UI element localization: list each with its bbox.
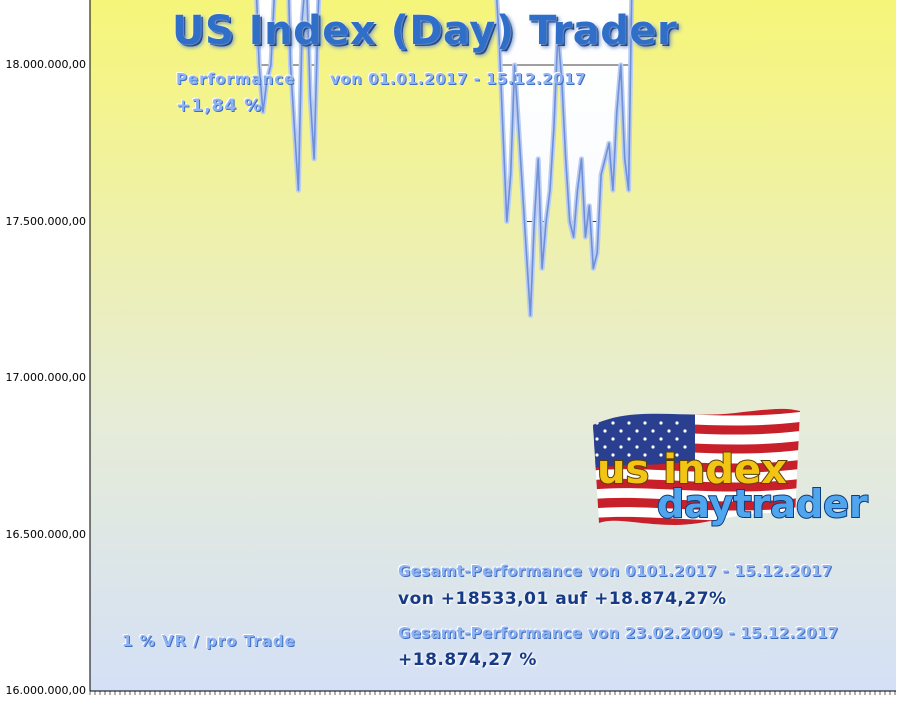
performance-label: Performance — [176, 70, 296, 88]
flag-star — [635, 429, 639, 433]
flag-stripe — [593, 477, 800, 492]
us-index-daytrader-logo: us index daytrader — [593, 408, 869, 527]
logo-text-line2: daytrader — [657, 482, 868, 526]
y-tick-label: 17.000.000,00 — [5, 371, 86, 384]
flag-star — [675, 437, 679, 441]
flag-star — [659, 421, 663, 425]
x-axis-ticks — [89, 691, 896, 695]
performance-period: von 01.01.2017 - 15.12.2017 — [330, 70, 586, 88]
vr-label: 1 % VR / pro Trade — [122, 632, 296, 650]
flag-star — [603, 445, 607, 449]
flag-star — [675, 421, 679, 425]
flag-star — [643, 453, 647, 457]
flag-star — [595, 453, 599, 457]
y-tick-label: 18.000.000,00 — [5, 58, 86, 71]
flag-stripe — [593, 515, 800, 526]
flag-star — [659, 437, 663, 441]
flag-star — [643, 421, 647, 425]
flag-star — [675, 453, 679, 457]
flag-star — [643, 437, 647, 441]
us-flag-icon — [593, 408, 800, 526]
flag-star — [635, 445, 639, 449]
flag-star — [611, 437, 615, 441]
gesamt-performance-2009-value: +18.874,27 % — [398, 650, 537, 670]
flag-stripe — [593, 408, 800, 416]
flag-star — [611, 453, 615, 457]
y-tick-label: 16.000.000,00 — [5, 684, 86, 697]
flag-star — [627, 421, 631, 425]
y-tick-label: 16.500.000,00 — [5, 527, 86, 541]
flag-star — [667, 429, 671, 433]
flag-star — [667, 445, 671, 449]
performance-value: +1,84 % — [176, 96, 263, 116]
flag-star — [603, 429, 607, 433]
gesamt-performance-2017-value: von +18533,01 auf +18.874,27% — [398, 589, 727, 609]
logo-text-line1: us index — [597, 447, 787, 493]
flag-star — [619, 429, 623, 433]
flag-star — [595, 421, 599, 425]
flag-star — [611, 421, 615, 425]
flag-star — [683, 445, 687, 449]
gesamt-performance-2017-label: Gesamt-Performance von 0101.2017 - 15.12… — [398, 562, 833, 580]
flag-star — [619, 445, 623, 449]
flag-stripe — [593, 496, 800, 511]
flag-star — [595, 437, 599, 441]
flag-star — [651, 429, 655, 433]
gesamt-performance-2009-label: Gesamt-Performance von 23.02.2009 - 15.1… — [398, 624, 839, 642]
flag-star — [627, 437, 631, 441]
chart-title: US Index (Day) Trader — [172, 8, 678, 54]
flag-star — [651, 445, 655, 449]
y-tick-label: 17.500.000,00 — [5, 214, 86, 228]
flag-star — [627, 453, 631, 457]
flag-star — [659, 453, 663, 457]
flag-star — [683, 429, 687, 433]
